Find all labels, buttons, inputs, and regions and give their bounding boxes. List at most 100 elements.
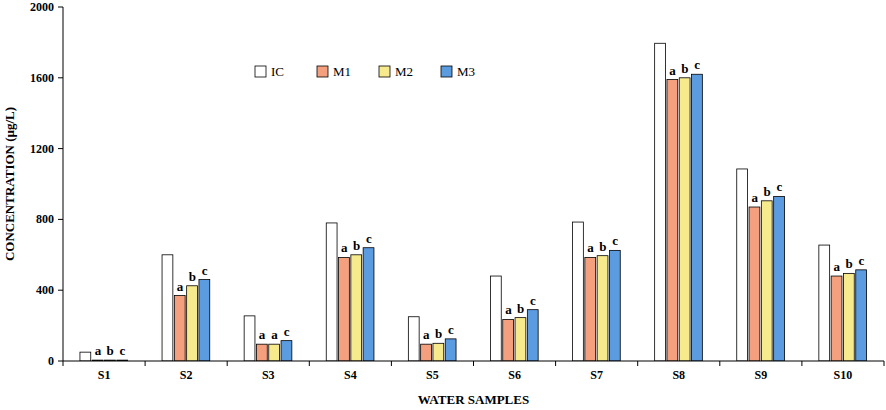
- x-tick-label: S5: [426, 368, 439, 382]
- legend-label: M3: [457, 64, 475, 79]
- bar: [609, 250, 620, 361]
- annotation: b: [189, 269, 196, 284]
- annotation: b: [435, 326, 442, 341]
- annotation: c: [448, 322, 454, 337]
- x-tick: [637, 361, 638, 366]
- x-tick: [309, 361, 310, 366]
- annotation: b: [681, 61, 688, 76]
- chart: 0400800120016002000abcabcaacabcabcabcabc…: [0, 0, 886, 410]
- y-tick-label: 1600: [30, 71, 54, 85]
- y-axis-title: CONCENTRATION (µg/L): [2, 107, 17, 261]
- y-tick-label: 800: [36, 212, 54, 226]
- bar: [655, 43, 666, 361]
- annotation: c: [284, 324, 290, 339]
- bar: [244, 316, 255, 361]
- bar: [527, 310, 538, 361]
- bars: [80, 43, 867, 361]
- x-tick-label: S4: [344, 368, 357, 382]
- x-tick: [884, 361, 885, 366]
- y-axis: [63, 7, 64, 361]
- legend-swatch: [255, 66, 266, 77]
- x-tick: [63, 361, 64, 366]
- bar: [199, 280, 210, 361]
- y-tick-label: 400: [36, 283, 54, 297]
- legend-swatch: [441, 66, 452, 77]
- y-tick: [58, 290, 63, 291]
- bar: [490, 276, 501, 361]
- bar: [503, 319, 514, 361]
- bar: [774, 196, 785, 361]
- y-tick: [58, 77, 63, 78]
- annotation: b: [763, 184, 770, 199]
- legend-swatch: [317, 66, 328, 77]
- annotation: a: [95, 343, 102, 358]
- y-tick: [58, 361, 63, 362]
- annotation: a: [505, 302, 512, 317]
- x-tick: [801, 361, 802, 366]
- bar: [737, 169, 748, 361]
- bar: [281, 341, 292, 361]
- x-tick: [227, 361, 228, 366]
- x-tick: [555, 361, 556, 366]
- x-tick-label: S2: [180, 368, 193, 382]
- annotations: abcabcaacabcabcabcabcabcabcabc: [95, 57, 865, 358]
- y-tick: [58, 7, 63, 8]
- bar: [831, 276, 842, 361]
- bar: [445, 339, 456, 361]
- bar: [679, 78, 690, 361]
- y-tick-label: 0: [48, 354, 54, 368]
- annotation: c: [366, 231, 372, 246]
- bar: [408, 317, 419, 361]
- annotation: b: [353, 238, 360, 253]
- legend-swatch: [379, 66, 390, 77]
- annotation: a: [751, 190, 758, 205]
- x-tick-label: S6: [508, 368, 521, 382]
- annotation: c: [859, 253, 865, 268]
- annotation: b: [107, 343, 114, 358]
- x-tick: [145, 361, 146, 366]
- bar: [667, 80, 678, 361]
- bar: [843, 273, 854, 361]
- legend-label: M2: [395, 64, 413, 79]
- legend-label: IC: [271, 64, 284, 79]
- annotation: b: [599, 239, 606, 254]
- bar: [421, 344, 432, 361]
- bar: [256, 344, 267, 361]
- annotation: a: [177, 279, 184, 294]
- bar: [819, 245, 830, 361]
- x-tick-label: S7: [590, 368, 603, 382]
- bar: [761, 201, 772, 361]
- y-tick-label: 2000: [30, 0, 54, 14]
- bar: [351, 255, 362, 361]
- bar: [269, 344, 280, 361]
- bar: [597, 256, 608, 361]
- x-tick: [391, 361, 392, 366]
- bar: [339, 257, 350, 361]
- annotation: a: [669, 63, 676, 78]
- bar: [174, 296, 185, 361]
- x-tick: [473, 361, 474, 366]
- x-tick: [719, 361, 720, 366]
- bar: [187, 286, 198, 361]
- bar: [692, 74, 703, 361]
- x-tick-label: S1: [98, 368, 111, 382]
- x-tick-label: S10: [834, 368, 853, 382]
- annotation: a: [341, 240, 348, 255]
- bar: [573, 222, 584, 361]
- bar: [515, 318, 526, 361]
- x-axis: [63, 361, 884, 362]
- annotation: c: [776, 179, 782, 194]
- bar: [856, 270, 867, 361]
- bar: [326, 223, 337, 361]
- annotation: a: [423, 327, 430, 342]
- x-tick-label: S8: [672, 368, 685, 382]
- annotation: b: [517, 301, 524, 316]
- annotation: c: [612, 233, 618, 248]
- x-tick-label: S9: [755, 368, 768, 382]
- annotation: a: [259, 327, 266, 342]
- bar: [162, 255, 173, 361]
- annotation: b: [845, 256, 852, 271]
- x-tick-label: S3: [262, 368, 275, 382]
- annotation: c: [120, 343, 126, 358]
- legend: ICM1M2M3: [255, 64, 475, 79]
